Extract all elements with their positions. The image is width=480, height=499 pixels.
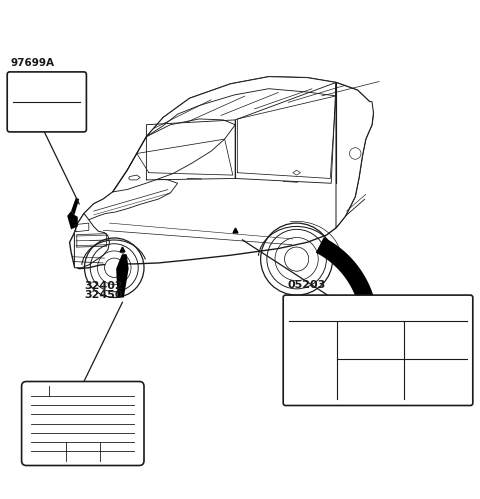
Polygon shape: [336, 82, 373, 228]
Polygon shape: [129, 175, 140, 180]
Text: 32402: 32402: [84, 281, 122, 291]
Polygon shape: [71, 198, 79, 215]
Polygon shape: [70, 77, 373, 268]
FancyBboxPatch shape: [7, 72, 86, 132]
Text: 97699A: 97699A: [11, 58, 55, 68]
Polygon shape: [84, 179, 178, 223]
Polygon shape: [116, 254, 129, 297]
Polygon shape: [67, 211, 78, 230]
Text: 05203: 05203: [288, 280, 326, 290]
Polygon shape: [316, 238, 374, 302]
Polygon shape: [113, 119, 235, 192]
Polygon shape: [146, 77, 336, 137]
Circle shape: [285, 247, 309, 271]
Circle shape: [105, 258, 124, 277]
FancyBboxPatch shape: [22, 382, 144, 466]
Text: 32450: 32450: [84, 290, 122, 300]
FancyBboxPatch shape: [283, 295, 473, 406]
Polygon shape: [74, 214, 109, 268]
